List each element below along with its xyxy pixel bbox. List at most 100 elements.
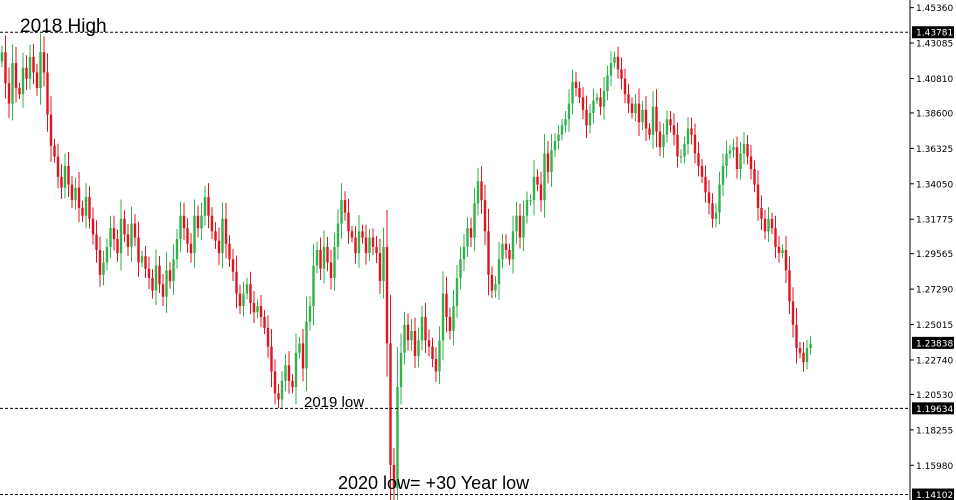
- candle: [634, 94, 637, 122]
- candle-body: [704, 176, 707, 193]
- candle: [81, 200, 84, 223]
- candle-body: [697, 153, 700, 166]
- candle: [154, 249, 158, 305]
- candle: [193, 199, 196, 268]
- candle-body: [623, 78, 627, 95]
- candle-body: [207, 197, 210, 216]
- candle: [32, 44, 35, 84]
- candle: [413, 317, 417, 368]
- candle: [179, 201, 182, 252]
- candle: [46, 53, 49, 132]
- candle-body: [781, 250, 784, 254]
- candle-body: [658, 131, 662, 148]
- candle: [676, 122, 679, 168]
- candle: [749, 144, 753, 180]
- candle: [480, 166, 483, 214]
- candle-body: [322, 246, 326, 269]
- candle-body: [305, 321, 308, 369]
- marked-level-label: 1.43781: [916, 29, 953, 39]
- candle: [221, 202, 224, 268]
- candle-body: [441, 293, 445, 341]
- candle-body: [665, 119, 669, 135]
- candle-body: [434, 359, 438, 372]
- candle: [543, 133, 546, 218]
- candle: [658, 121, 662, 157]
- candle: [235, 255, 238, 309]
- candle: [462, 233, 466, 272]
- candle: [651, 90, 655, 149]
- marked-level-box: [912, 402, 954, 415]
- candle-body: [725, 153, 728, 166]
- candle: [455, 265, 459, 318]
- candle: [161, 273, 165, 306]
- candle: [427, 329, 431, 357]
- candle-body: [144, 256, 147, 269]
- candle: [0, 45, 4, 68]
- candle-body: [210, 215, 214, 232]
- candle: [665, 110, 669, 143]
- candle: [420, 305, 424, 351]
- candle-body: [627, 94, 630, 104]
- candle-body: [291, 380, 294, 388]
- candle: [25, 55, 28, 90]
- candle-body: [245, 284, 249, 294]
- candle: [406, 313, 410, 351]
- candle-body: [602, 91, 606, 107]
- candle-body: [732, 147, 735, 151]
- candle: [473, 188, 476, 252]
- candle-body: [805, 348, 809, 363]
- candle-body: [63, 165, 67, 188]
- candle: [431, 337, 434, 368]
- candle: [574, 72, 578, 97]
- candle: [515, 201, 518, 245]
- candle: [483, 184, 487, 246]
- candle-body: [287, 365, 291, 381]
- candle: [378, 238, 382, 295]
- candle-body: [550, 150, 553, 173]
- candle: [42, 36, 46, 87]
- candle: [242, 281, 245, 317]
- candle: [602, 76, 606, 120]
- candle: [795, 307, 798, 364]
- candle-body: [18, 88, 21, 95]
- candle-body: [791, 301, 795, 325]
- candle: [284, 353, 287, 392]
- candle-body: [301, 343, 305, 369]
- candle-body: [616, 56, 620, 70]
- candle-body: [203, 197, 207, 216]
- candle-body: [130, 223, 133, 247]
- candle-body: [788, 270, 791, 302]
- candle-body: [25, 67, 28, 79]
- candle-body: [669, 119, 672, 126]
- candle: [196, 205, 200, 238]
- candle-body: [154, 265, 158, 291]
- candle-body: [760, 207, 763, 219]
- candle-body: [109, 228, 112, 247]
- candle: [753, 160, 756, 193]
- candle: [781, 244, 784, 259]
- candle-body: [95, 234, 98, 250]
- candle: [389, 295, 392, 500]
- candle-body: [196, 215, 200, 229]
- candle-body: [599, 97, 602, 107]
- candle: [263, 310, 266, 335]
- candle: [623, 68, 627, 104]
- candle: [35, 63, 39, 96]
- candle-body: [676, 134, 679, 157]
- candle: [294, 333, 298, 405]
- candle: [725, 140, 728, 178]
- candle: [742, 132, 746, 165]
- candle-body: [651, 106, 655, 135]
- candle-body: [151, 278, 154, 291]
- candle-body: [595, 97, 599, 101]
- candle: [319, 237, 322, 280]
- candle-body: [105, 246, 109, 263]
- candle: [259, 294, 263, 328]
- candle-body: [795, 324, 798, 349]
- candle: [784, 235, 788, 284]
- price-tick-label: 1.29565: [916, 250, 953, 260]
- candle: [270, 329, 273, 388]
- candle-body: [32, 56, 35, 73]
- candle-body: [126, 234, 130, 247]
- candle: [231, 249, 235, 282]
